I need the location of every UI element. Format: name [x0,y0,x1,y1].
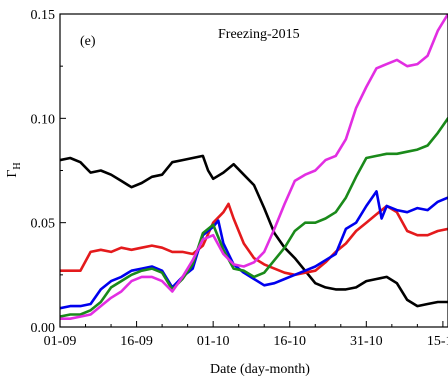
y-axis-title: ΓH [5,162,23,177]
ticks-layer: 01-09 16-09 01-10 16-10 31-10 15-11 0.00 0.05 0.… [31,8,448,349]
x-tick-label: 01-09 [44,334,77,349]
y-axis-title-sub: H [12,162,23,169]
series-line-3 [60,190,448,310]
x-tick-label: 01-10 [197,334,230,349]
x-tick-label: 15-11 [427,334,448,349]
x-tick-label: 16-10 [273,334,306,349]
y-axis-title-main: Γ [5,170,20,178]
series-line-2 [60,202,448,277]
series-line-5 [60,14,448,321]
series-line-4 [60,117,448,318]
y-tick-label: 0.10 [31,112,56,127]
panel-label: (e) [80,34,96,49]
series-layer [60,14,448,321]
y-tick-label: 0.00 [31,321,56,336]
x-axis-title: Date (day-month) [210,362,310,377]
annotation-label: Freezing-2015 [218,27,300,42]
y-tick-label: 0.05 [31,217,56,232]
x-tick-label: 31-10 [350,334,383,349]
y-tick-label: 0.15 [31,8,56,23]
series-line-1 [60,154,448,308]
x-tick-label: 16-09 [120,334,153,349]
